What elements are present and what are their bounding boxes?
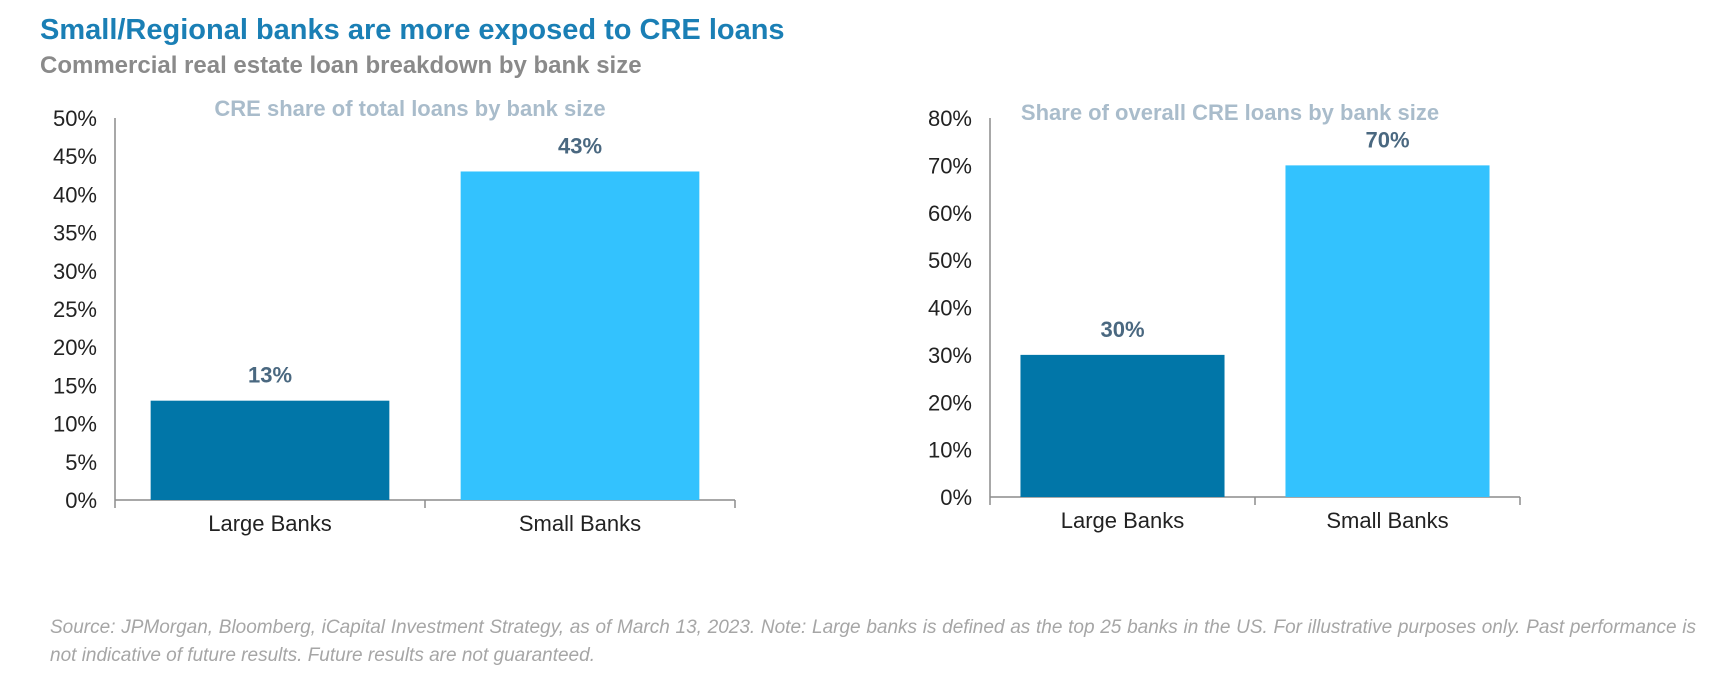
bar-small-banks [460, 171, 700, 500]
y-tick-label: 20% [928, 390, 972, 415]
y-tick-label: 80% [928, 106, 972, 131]
y-tick-label: 40% [53, 182, 97, 207]
page-subtitle: Commercial real estate loan breakdown by… [40, 52, 642, 79]
y-tick-label: 50% [928, 248, 972, 273]
y-tick-label: 15% [53, 373, 97, 398]
y-tick-label: 60% [928, 201, 972, 226]
y-tick-label: 5% [65, 450, 97, 475]
data-label: 70% [1365, 127, 1409, 152]
y-tick-label: 35% [53, 221, 97, 246]
chart-cre-share-total-loans: CRE share of total loans by bank size 0% 5… [40, 96, 840, 610]
data-label: 13% [248, 363, 292, 388]
data-label: 43% [558, 133, 602, 158]
y-tick-label: 50% [53, 106, 97, 131]
page-title: Small/Regional banks are more exposed to… [40, 14, 785, 46]
bar-large-banks [1020, 354, 1225, 497]
y-tick-label: 20% [53, 335, 97, 360]
y-tick-label: 0% [65, 488, 97, 513]
y-tick-label: 10% [53, 412, 97, 437]
data-label: 30% [1100, 317, 1144, 342]
chart-title: Share of overall CRE loans by bank size [1021, 100, 1439, 125]
source-note: Source: JPMorgan, Bloomberg, iCapital In… [50, 617, 1696, 666]
x-category-label: Small Banks [1326, 508, 1448, 533]
x-category-label: Small Banks [519, 511, 641, 536]
chart-svg: CRE share of total loans by bank size 0% 5… [53, 96, 736, 536]
y-tick-label: 0% [940, 485, 972, 510]
y-tick-label: 45% [53, 144, 97, 169]
chart-title: CRE share of total loans by bank size [214, 96, 605, 121]
chart-svg: Share of overall CRE loans by bank size 0… [928, 100, 1521, 533]
x-category-label: Large Banks [208, 511, 332, 536]
bar-small-banks [1285, 165, 1490, 497]
y-tick-label: 30% [53, 259, 97, 284]
y-tick-label: 25% [53, 297, 97, 322]
bar-large-banks [150, 400, 390, 500]
y-tick-label: 10% [928, 438, 972, 463]
y-tick-label: 70% [928, 153, 972, 178]
chart-share-overall-cre-loans: Share of overall CRE loans by bank size 0… [928, 100, 1700, 610]
x-category-label: Large Banks [1061, 508, 1185, 533]
y-tick-label: 40% [928, 296, 972, 321]
y-tick-label: 30% [928, 343, 972, 368]
